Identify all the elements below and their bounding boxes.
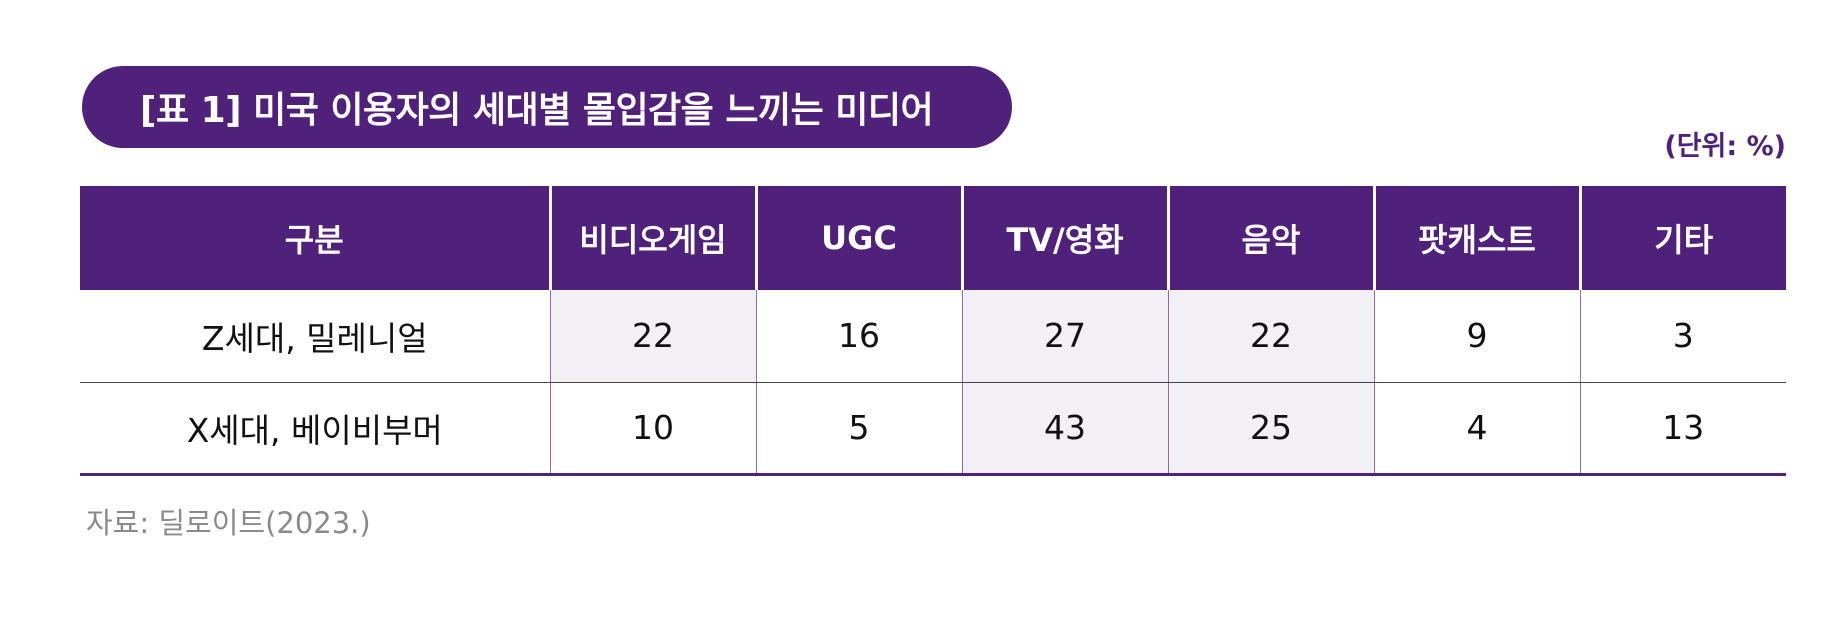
cell-ugc: 5 — [755, 382, 962, 476]
header-tv-movie: TV/영화 — [960, 186, 1168, 290]
header-music: 음악 — [1166, 186, 1374, 290]
cell-video-game: 22 — [549, 290, 756, 383]
cell-tv-movie: 27 — [961, 290, 1168, 383]
header-podcast: 팟캐스트 — [1372, 186, 1580, 290]
cell-other: 13 — [1579, 382, 1786, 476]
row-label: X세대, 베이비부머 — [80, 382, 550, 476]
cell-music: 25 — [1167, 382, 1374, 476]
row-label: Z세대, 밀레니얼 — [80, 290, 550, 383]
unit-label: (단위: %) — [1664, 131, 1786, 162]
cell-other: 3 — [1579, 290, 1786, 383]
table-row: Z세대, 밀레니얼 22 16 27 22 9 3 — [80, 290, 1786, 383]
header-ugc: UGC — [754, 186, 962, 290]
cell-podcast: 9 — [1373, 290, 1580, 383]
header-other: 기타 — [1578, 186, 1786, 290]
cell-ugc: 16 — [755, 290, 962, 383]
table-title: [표 1] 미국 이용자의 세대별 몰입감을 느끼는 미디어 — [82, 66, 1012, 148]
header-video-game: 비디오게임 — [548, 186, 756, 290]
cell-podcast: 4 — [1373, 382, 1580, 476]
cell-tv-movie: 43 — [961, 382, 1168, 476]
data-table: 구분 비디오게임 UGC TV/영화 음악 팟캐스트 기타 Z세대, 밀레니얼 … — [80, 186, 1786, 476]
header-category: 구분 — [80, 186, 550, 290]
table-row: X세대, 베이비부머 10 5 43 25 4 13 — [80, 382, 1786, 476]
source-note: 자료: 딜로이트(2023.) — [86, 506, 371, 540]
cell-music: 22 — [1167, 290, 1374, 383]
header-row: 구분 비디오게임 UGC TV/영화 음악 팟캐스트 기타 — [80, 186, 1786, 290]
cell-video-game: 10 — [549, 382, 756, 476]
